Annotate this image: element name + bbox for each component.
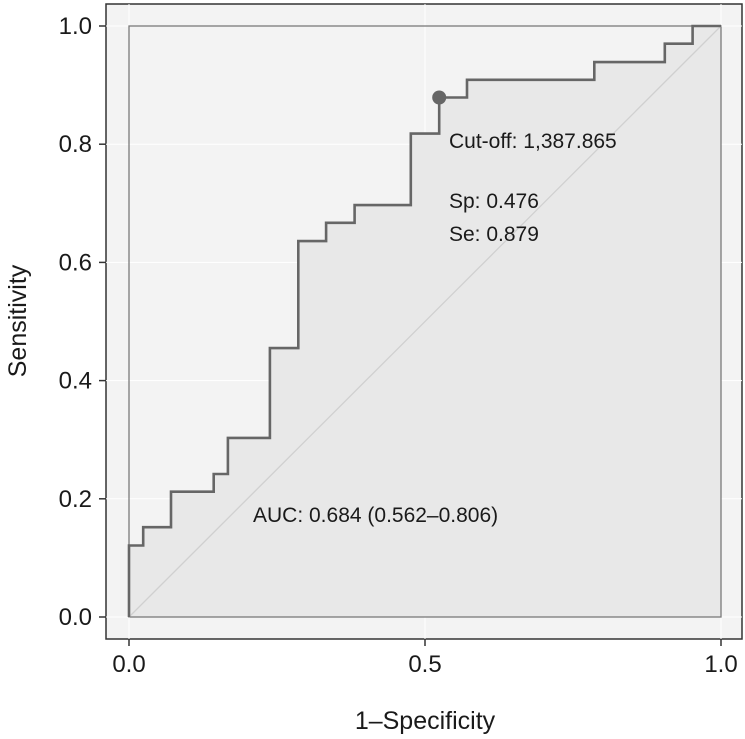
x-axis-title: 1–Specificity [355, 707, 496, 735]
y-axis-title: Sensitivity [4, 264, 32, 377]
y-tick-label: 0.8 [59, 131, 92, 158]
cutoff-label: Cut-off: 1,387.865 [449, 130, 617, 153]
reference-diagonal [128, 25, 722, 618]
y-tick-label: 0.6 [59, 249, 92, 276]
sensitivity-label: Se: 0.879 [449, 223, 539, 246]
x-axis-ticks: 0.0 0.5 1.0 [112, 639, 738, 678]
roc-curve-line [127, 24, 721, 617]
y-tick-label: 0.0 [59, 604, 92, 631]
auc-label: AUC: 0.684 (0.562–0.806) [253, 504, 498, 527]
x-tick-label: 1.0 [704, 651, 737, 678]
unit-square [128, 25, 722, 618]
y-tick-label: 1.0 [59, 13, 92, 40]
x-tick-label: 0.5 [408, 651, 441, 678]
specificity-label: Sp: 0.476 [449, 190, 539, 213]
x-tick-label: 0.0 [112, 651, 145, 678]
y-tick-label: 0.2 [59, 486, 92, 513]
y-tick-label: 0.4 [59, 368, 92, 395]
cutoff-point [432, 90, 447, 105]
y-axis-ticks: 0.0 0.2 0.4 0.6 0.8 1.0 [59, 13, 106, 631]
